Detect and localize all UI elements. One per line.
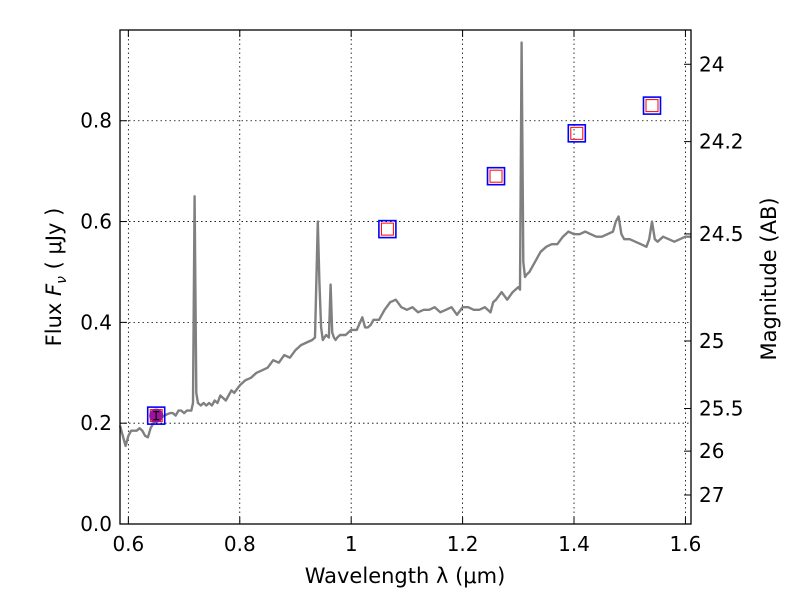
y2-axis-label: Magnitude (AB): [757, 197, 781, 360]
y2-tick-label: 25: [699, 329, 724, 353]
photometry-point-inner: [645, 99, 659, 113]
spectrum-layer: [118, 41, 691, 448]
ticks-layer: 0.6 0.8 1 1.2 1.4 1.6 0.0 0.2 0.4 0.6 0.8 24 24.2 24.…: [80, 30, 744, 556]
y-tick-label: 0.8: [80, 109, 112, 133]
x-tick-label: 0.8: [224, 532, 256, 556]
x-tick-label: 1.2: [447, 532, 479, 556]
photometry-point-inner: [380, 222, 394, 236]
spectrum-line: [118, 41, 691, 448]
y2-tick-label: 24: [699, 52, 724, 76]
x-axis-label: Wavelength λ (μm): [305, 564, 506, 588]
y2-tick-label: 27: [699, 483, 724, 507]
plot-frame: [119, 29, 692, 525]
y-tick-label: 0.2: [80, 411, 112, 435]
photometry-point-outer: [567, 124, 587, 143]
x-tick-label: 1.4: [558, 532, 590, 556]
photometry-point-inner: [489, 169, 503, 183]
photometry-point-inner: [570, 126, 584, 140]
photometry-point-outer: [642, 96, 662, 115]
y2-tick-label: 25.5: [699, 397, 744, 421]
x-tick-label: 0.6: [112, 532, 144, 556]
y-axis-label: Flux Fν ( μJy ): [42, 208, 70, 347]
y-tick-label: 0.0: [80, 512, 112, 536]
y2-tick-label: 24.5: [699, 222, 744, 246]
photometry-point-outer: [486, 166, 506, 186]
x-tick-label: 1: [345, 532, 358, 556]
markers-layer: [146, 96, 662, 425]
y-tick-label: 0.6: [80, 210, 112, 234]
y2-tick-label: 26: [699, 439, 724, 463]
y-tick-label: 0.4: [80, 310, 112, 334]
x-tick-label: 1.6: [670, 532, 702, 556]
photometry-point-outer: [146, 406, 166, 425]
y2-tick-label: 24.2: [699, 130, 744, 154]
photometry-point-outer: [378, 219, 397, 239]
